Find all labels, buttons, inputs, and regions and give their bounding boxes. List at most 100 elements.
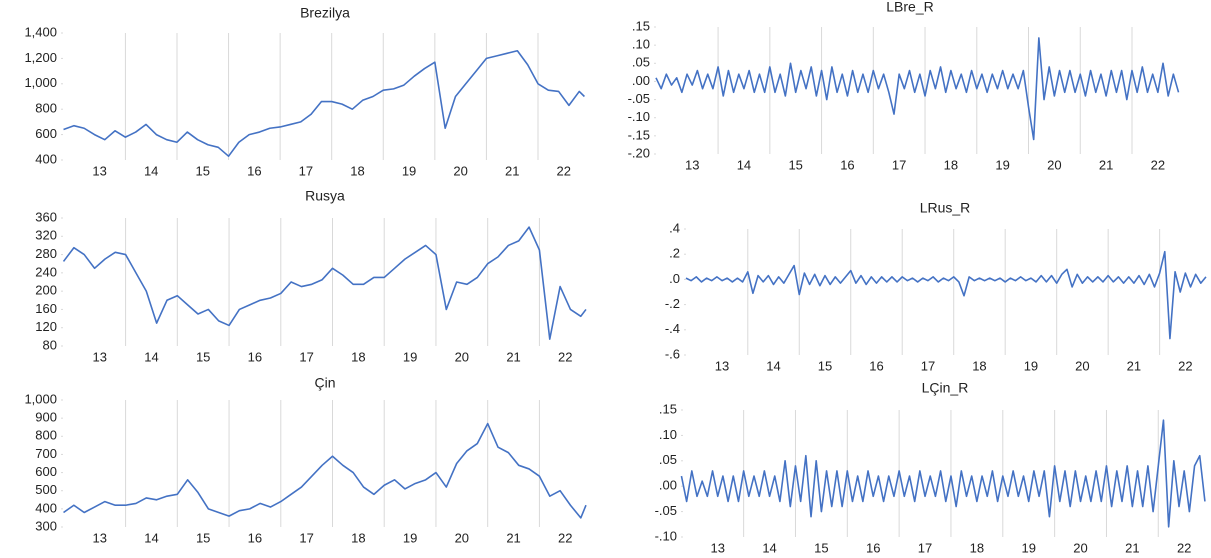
y-tick-label: 1,000	[24, 391, 57, 406]
x-tick-label: 20	[1047, 157, 1061, 172]
x-tick-label: 16	[247, 163, 261, 178]
y-tick-label: 320	[35, 228, 57, 243]
y-tick-label: -.4	[665, 321, 680, 336]
y-tick-label: .00	[659, 478, 677, 493]
series-line	[655, 37, 1180, 141]
x-tick-label: 22	[558, 530, 572, 545]
series-line	[62, 226, 587, 340]
x-tick-label: 17	[918, 540, 932, 555]
chart-title: LBre_R	[886, 0, 933, 15]
y-tick-label: -.05	[655, 503, 677, 518]
x-tick-label: 21	[1099, 157, 1113, 172]
y-tick-label: 160	[35, 301, 57, 316]
x-tick-label: 18	[972, 358, 986, 373]
x-tick-label: 17	[299, 163, 313, 178]
y-tick-label: 800	[35, 101, 57, 116]
chart-title: Rusya	[305, 188, 345, 204]
x-tick-label: 19	[403, 349, 417, 364]
x-tick-label: 16	[866, 540, 880, 555]
y-tick-label: 300	[35, 518, 57, 533]
x-tick-label: 15	[814, 540, 828, 555]
y-tick-label: 200	[35, 283, 57, 298]
y-tick-label: .00	[632, 73, 650, 88]
x-tick-label: 21	[506, 530, 520, 545]
x-tick-label: 15	[196, 163, 210, 178]
series-line	[685, 250, 1207, 340]
x-tick-label: 18	[351, 349, 365, 364]
y-tick-label: -.2	[665, 296, 680, 311]
y-tick-label: 1,000	[24, 75, 57, 90]
x-tick-label: 20	[1075, 358, 1089, 373]
x-tick-label: 19	[402, 163, 416, 178]
y-tick-label: 400	[35, 151, 57, 166]
y-tick-label: -.15	[628, 127, 650, 142]
x-tick-label: 14	[737, 157, 751, 172]
y-tick-label: .15	[632, 18, 650, 33]
y-tick-label: .10	[632, 37, 650, 52]
chart-title: Brezilya	[300, 5, 350, 21]
x-tick-label: 16	[840, 157, 854, 172]
y-tick-label: -.10	[628, 109, 650, 124]
x-tick-label: 19	[403, 530, 417, 545]
y-tick-label: -.10	[655, 528, 677, 543]
x-tick-label: 16	[248, 530, 262, 545]
x-tick-label: 13	[685, 157, 699, 172]
series-line	[63, 422, 587, 519]
y-tick-label: .10	[659, 427, 677, 442]
y-tick-label: .15	[659, 401, 677, 416]
y-tick-label: 80	[43, 337, 57, 352]
y-tick-label: .05	[632, 55, 650, 70]
x-tick-label: 15	[818, 358, 832, 373]
x-tick-label: 17	[892, 157, 906, 172]
x-tick-label: 20	[453, 163, 467, 178]
x-tick-label: 21	[1127, 358, 1141, 373]
x-tick-label: 18	[970, 540, 984, 555]
y-tick-label: 600	[35, 464, 57, 479]
x-tick-label: 13	[92, 163, 106, 178]
x-tick-label: 17	[299, 349, 313, 364]
y-tick-label: -.6	[665, 346, 680, 361]
x-tick-label: 16	[248, 349, 262, 364]
y-tick-label: 360	[35, 209, 57, 224]
x-tick-label: 13	[92, 530, 106, 545]
y-tick-label: 280	[35, 246, 57, 261]
x-tick-label: 13	[710, 540, 724, 555]
y-tick-label: 800	[35, 428, 57, 443]
y-tick-label: .2	[669, 246, 680, 261]
x-tick-label: 21	[1125, 540, 1139, 555]
x-tick-label: 15	[196, 530, 210, 545]
y-tick-label: 240	[35, 264, 57, 279]
x-tick-label: 20	[455, 349, 469, 364]
chart-title: Çin	[314, 375, 335, 391]
x-tick-label: 14	[762, 540, 776, 555]
x-tick-label: 21	[505, 163, 519, 178]
x-tick-label: 19	[1021, 540, 1035, 555]
x-tick-label: 18	[351, 530, 365, 545]
y-tick-label: 500	[35, 482, 57, 497]
x-tick-label: 22	[1151, 157, 1165, 172]
x-tick-label: 19	[1024, 358, 1038, 373]
x-tick-label: 22	[1177, 540, 1191, 555]
y-tick-label: .4	[669, 220, 680, 235]
chart-title: LRus_R	[920, 200, 971, 216]
x-tick-label: 13	[715, 358, 729, 373]
x-tick-label: 22	[1178, 358, 1192, 373]
y-tick-label: 600	[35, 126, 57, 141]
x-tick-label: 18	[350, 163, 364, 178]
x-tick-label: 20	[455, 530, 469, 545]
y-tick-label: 400	[35, 500, 57, 515]
x-tick-label: 15	[196, 349, 210, 364]
y-tick-label: .0	[669, 271, 680, 286]
x-tick-label: 19	[995, 157, 1009, 172]
x-tick-label: 14	[144, 530, 158, 545]
series-line	[680, 419, 1206, 528]
x-tick-label: 22	[558, 349, 572, 364]
y-tick-label: 1,200	[24, 50, 57, 65]
y-tick-label: 1,400	[24, 24, 57, 39]
y-tick-label: .05	[659, 452, 677, 467]
x-tick-label: 21	[506, 349, 520, 364]
x-tick-label: 13	[92, 349, 106, 364]
x-tick-label: 20	[1073, 540, 1087, 555]
x-tick-label: 17	[921, 358, 935, 373]
